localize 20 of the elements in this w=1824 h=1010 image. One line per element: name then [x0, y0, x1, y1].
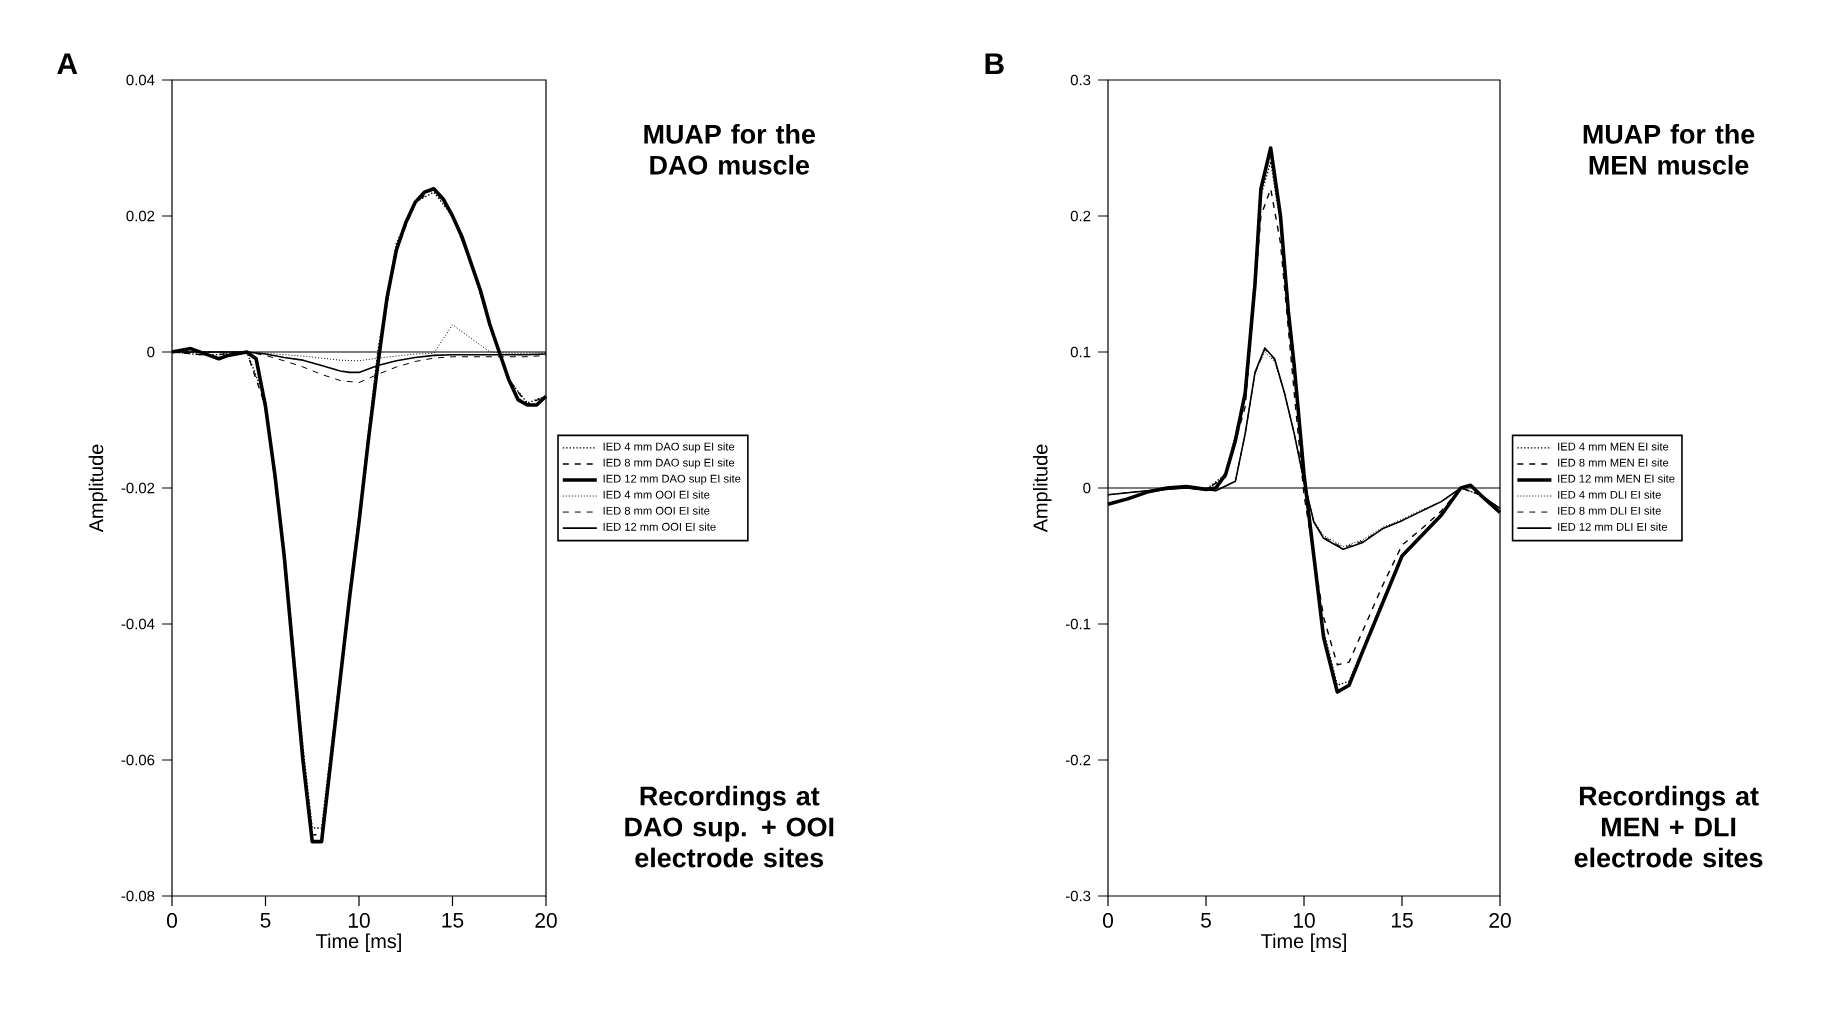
y-axis-title: Amplitude — [88, 444, 108, 533]
x-tick-label: 5 — [260, 913, 271, 928]
text: MUAP for the MEN muscle — [1583, 124, 1755, 175]
y-axis-title: Amplitude — [1032, 444, 1052, 533]
x-tick-label: 10 — [1293, 913, 1315, 928]
x-tick-label: 0 — [166, 913, 177, 928]
x-tick-label: 0 — [1103, 913, 1114, 928]
x-tick-label: 20 — [1489, 913, 1511, 928]
x-axis-title: Time [ms] — [316, 933, 401, 953]
text: MUAP for the DAO muscle — [644, 124, 815, 175]
x-tick-label: 15 — [1391, 913, 1413, 928]
x-tick-label: 10 — [348, 913, 370, 928]
x-tick-label: 15 — [442, 913, 464, 928]
text: Recordings at MEN + DLI electrode sites — [1574, 785, 1763, 868]
x-axis-title: Time [ms] — [1261, 933, 1346, 953]
text: Recordings at DAO sup. + OOI electrode sites — [625, 785, 834, 868]
x-tick-label: 20 — [535, 913, 557, 928]
chart-title: B — [985, 53, 1004, 74]
chart-title: A — [57, 53, 78, 74]
x-tick-label: 5 — [1201, 913, 1211, 928]
